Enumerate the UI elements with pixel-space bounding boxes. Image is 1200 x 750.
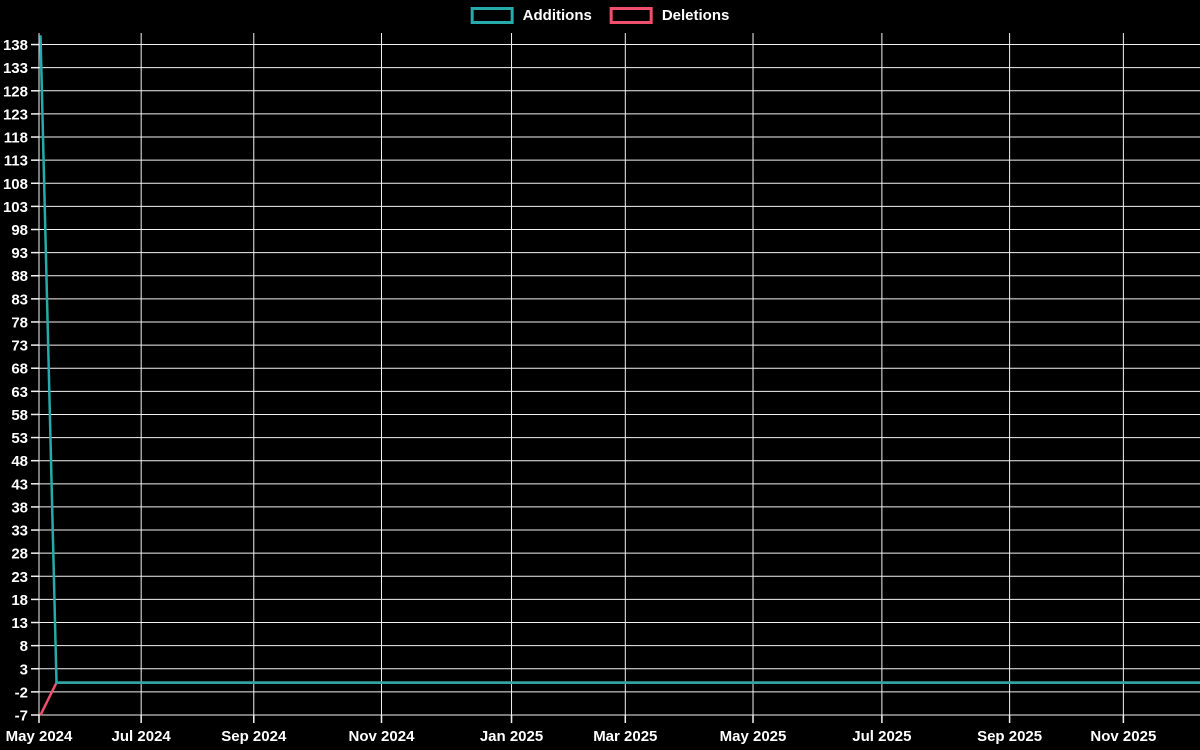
y-tick-label: 8 xyxy=(20,638,28,655)
deletions-swatch-icon xyxy=(609,7,653,24)
additions-legend-label: Additions xyxy=(522,7,592,24)
x-tick-label: Nov 2024 xyxy=(349,728,416,745)
y-tick-label: 18 xyxy=(11,592,28,609)
y-tick-label: 88 xyxy=(11,268,28,285)
y-tick-label: 138 xyxy=(3,37,28,54)
y-tick-label: -7 xyxy=(15,708,28,725)
y-tick-label: 23 xyxy=(11,569,28,586)
x-tick-label: Nov 2025 xyxy=(1090,728,1156,745)
x-tick-label: May 2024 xyxy=(6,728,73,745)
y-tick-label: 28 xyxy=(11,546,28,563)
x-tick-label: Mar 2025 xyxy=(593,728,657,745)
x-tick-label: May 2025 xyxy=(720,728,787,745)
y-tick-label: 133 xyxy=(3,60,28,77)
x-tick-label: Jul 2025 xyxy=(852,728,911,745)
x-tick-label: Jan 2025 xyxy=(480,728,543,745)
x-tick-label: Jul 2024 xyxy=(112,728,172,745)
y-tick-label: 78 xyxy=(11,314,28,331)
additions-line xyxy=(39,35,1200,684)
y-tick-label: 53 xyxy=(11,430,28,447)
y-tick-label: 68 xyxy=(11,361,28,378)
y-tick-label: -2 xyxy=(15,684,28,701)
y-tick-label: 13 xyxy=(11,615,28,632)
y-tick-label: 103 xyxy=(3,199,28,216)
additions-swatch-icon xyxy=(470,7,514,24)
y-tick-label: 3 xyxy=(20,661,28,678)
y-tick-label: 118 xyxy=(4,130,28,147)
y-tick-label: 73 xyxy=(11,338,28,355)
y-tick-label: 113 xyxy=(4,153,28,170)
y-tick-label: 93 xyxy=(11,245,28,262)
deletions-legend-label: Deletions xyxy=(661,7,730,24)
legend-item-additions: Additions xyxy=(470,7,592,24)
y-tick-label: 38 xyxy=(11,499,28,516)
y-tick-label: 58 xyxy=(11,407,28,424)
y-tick-label: 123 xyxy=(3,106,28,123)
y-tick-label: 128 xyxy=(3,83,28,100)
y-tick-label: 43 xyxy=(11,476,28,493)
legend-item-deletions: Deletions xyxy=(609,7,730,24)
y-tick-label: 98 xyxy=(11,222,28,239)
y-tick-label: 83 xyxy=(11,291,28,308)
legend: Additions Deletions xyxy=(470,7,730,24)
x-tick-label: Sep 2025 xyxy=(977,728,1042,745)
y-tick-label: 48 xyxy=(11,453,28,470)
x-tick-label: Sep 2024 xyxy=(221,728,287,745)
y-tick-label: 108 xyxy=(3,176,28,193)
y-tick-label: 63 xyxy=(11,384,28,401)
y-tick-label: 33 xyxy=(11,523,28,540)
deletions-line xyxy=(39,681,1200,716)
